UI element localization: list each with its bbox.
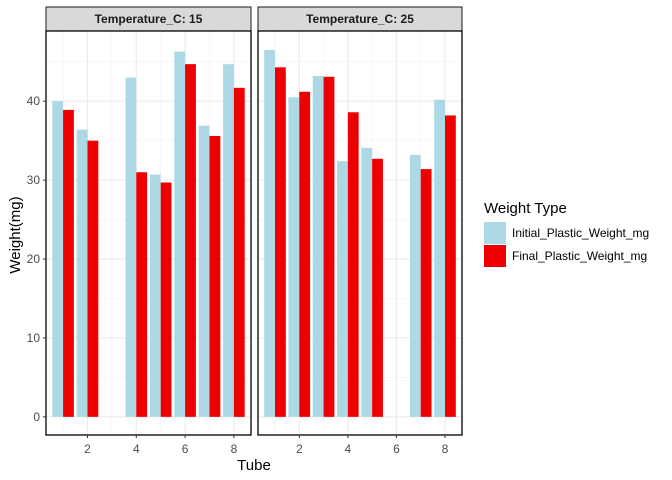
bar-final-tube-1 [63, 109, 74, 417]
y-tick-label: 30 [27, 173, 41, 187]
legend-title: Weight Type [484, 200, 567, 217]
bar-initial-tube-4 [125, 77, 137, 417]
bar-final-tube-4 [347, 112, 359, 417]
panel-temperature-15: Temperature_C: 15 2 4 6 8 [45, 6, 252, 456]
bar-initial-tube-4 [337, 161, 348, 417]
bar-final-tube-3 [323, 76, 335, 417]
bar-final-tube-4 [136, 172, 148, 417]
legend-label-final: Final_Plastic_Weight_mg [512, 249, 647, 263]
facet-strip [45, 6, 252, 32]
y-tick-label: 10 [27, 331, 41, 345]
x-tick-label: 4 [133, 442, 140, 456]
x-tick-label: 4 [345, 442, 352, 456]
bar-initial-tube-1 [52, 101, 64, 417]
legend-key-initial [484, 222, 506, 244]
y-axis: 0 10 20 30 40 [27, 94, 46, 424]
y-axis-title: Weight(mg) [7, 196, 24, 273]
panel-border [45, 30, 252, 436]
y-tick-label: 20 [27, 252, 41, 266]
bar-initial-tube-2 [76, 129, 88, 417]
bar-initial-tube-6 [174, 51, 186, 417]
bar-initial-tube-5 [361, 147, 373, 417]
x-tick-label: 2 [296, 442, 303, 456]
facet-strip-label: Temperature_C: 15 [95, 12, 203, 26]
facet-strip [257, 6, 463, 32]
bar-initial-tube-7 [409, 154, 421, 417]
x-tick-label: 2 [84, 442, 91, 456]
facet-strip-label: Temperature_C: 25 [306, 12, 414, 26]
y-tick-label: 40 [27, 94, 41, 108]
bar-final-tube-8 [445, 115, 456, 417]
bar-final-tube-7 [209, 135, 221, 417]
legend-label-initial: Initial_Plastic_Weight_mg [512, 226, 649, 240]
x-tick-label: 8 [442, 442, 449, 456]
x-tick-label: 8 [231, 442, 238, 456]
bar-initial-tube-8 [434, 99, 445, 417]
legend: Weight Type Initial_Plastic_Weight_mg Fin… [484, 200, 649, 267]
bar-initial-tube-2 [288, 97, 300, 417]
bar-final-tube-1 [275, 67, 286, 417]
bar-final-tube-7 [420, 169, 432, 417]
bar-initial-tube-8 [223, 64, 234, 417]
bar-initial-tube-5 [149, 174, 161, 417]
bar-final-tube-5 [160, 182, 172, 417]
panel-border [257, 30, 463, 436]
bar-final-tube-2 [87, 140, 99, 417]
x-tick-label: 6 [393, 442, 400, 456]
y-tick-label: 0 [33, 410, 40, 424]
bar-final-tube-8 [233, 87, 245, 417]
bar-initial-tube-7 [198, 125, 210, 417]
bar-final-tube-2 [299, 91, 311, 417]
legend-key-final [484, 245, 506, 267]
x-axis-title: Tube [237, 457, 271, 474]
panel-temperature-25: Temperature_C: 25 2 4 6 8 [257, 6, 463, 456]
bar-initial-tube-1 [264, 49, 275, 417]
bar-initial-tube-3 [312, 75, 324, 417]
x-tick-label: 6 [182, 442, 189, 456]
bar-final-tube-6 [185, 64, 196, 417]
bar-final-tube-5 [372, 158, 383, 417]
facet-panels: Temperature_C: 15 2 4 6 8 Temperature_C: 25 2 4… [45, 6, 463, 456]
